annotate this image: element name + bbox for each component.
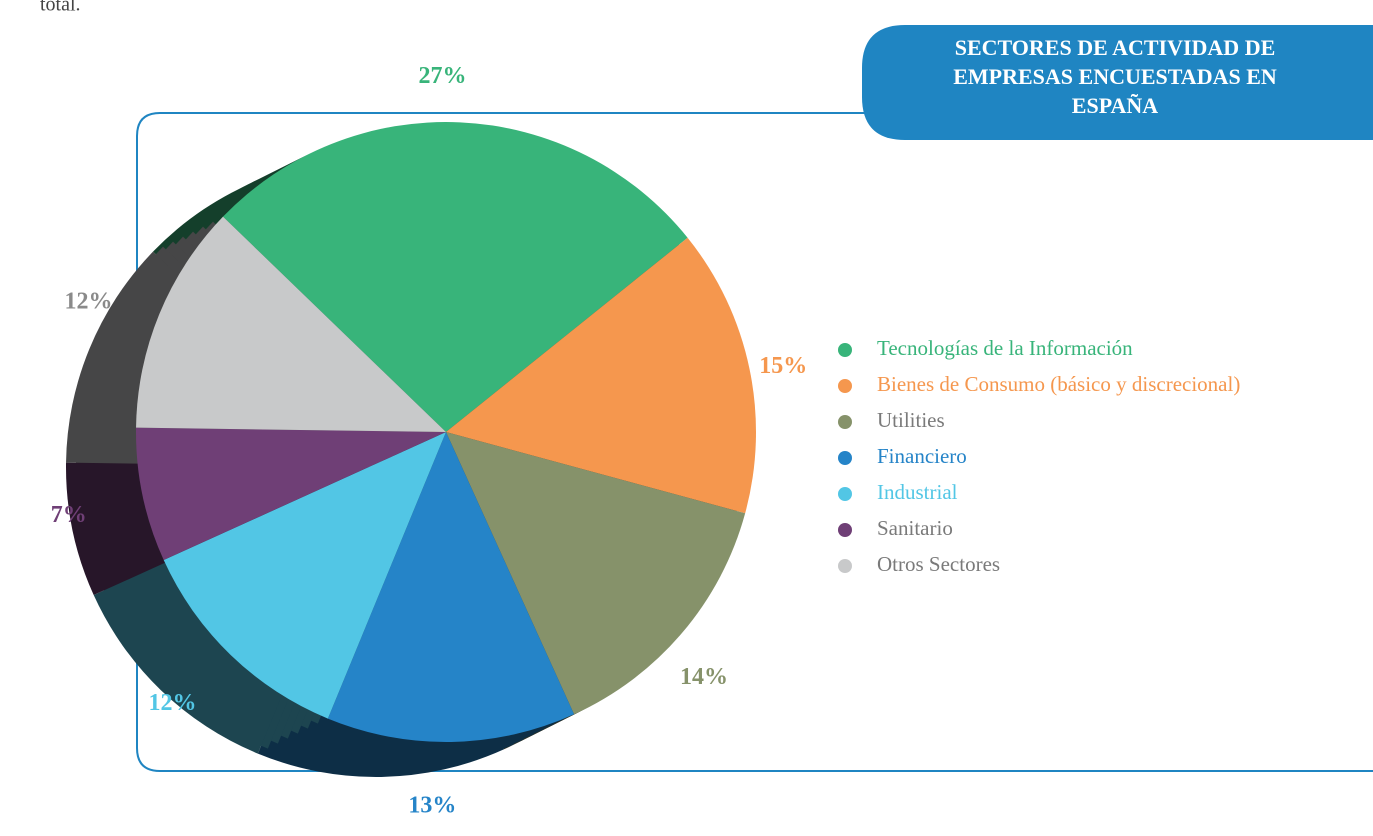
slice bbox=[446, 432, 746, 715]
text-fragment: total. bbox=[40, 0, 81, 16]
legend-label: Bienes de Consumo (básico y discrecional… bbox=[877, 372, 1240, 396]
title-box bbox=[862, 25, 1373, 140]
legend-label: Sanitario bbox=[877, 516, 953, 540]
data-label: 14% bbox=[680, 664, 728, 690]
slice bbox=[327, 432, 575, 742]
legend-dot bbox=[838, 559, 852, 573]
slice bbox=[136, 216, 446, 432]
data-label: 12% bbox=[65, 288, 113, 314]
pie bbox=[136, 122, 756, 742]
legend-label: Otros Sectores bbox=[877, 552, 1000, 576]
slice bbox=[136, 427, 446, 561]
slice bbox=[223, 122, 688, 432]
title-line: EMPRESAS ENCUESTADAS EN bbox=[953, 64, 1277, 89]
title-line: ESPAÑA bbox=[1072, 93, 1158, 118]
legend-dot bbox=[838, 523, 852, 537]
data-label: 13% bbox=[408, 792, 456, 818]
data-label: 7% bbox=[51, 502, 87, 528]
legend-dot bbox=[838, 343, 852, 357]
legend-dot bbox=[838, 415, 852, 429]
slice bbox=[163, 432, 447, 719]
data-label: 15% bbox=[759, 353, 807, 379]
legend-label: Financiero bbox=[877, 444, 967, 468]
legend-label: Tecnologías de la Información bbox=[877, 336, 1133, 360]
slice bbox=[446, 237, 756, 514]
data-label: 12% bbox=[148, 690, 196, 716]
title-line: SECTORES DE ACTIVIDAD DE bbox=[955, 35, 1276, 60]
legend-dot bbox=[838, 487, 852, 501]
data-label: 27% bbox=[419, 63, 467, 89]
legend-dot bbox=[838, 379, 852, 393]
legend-label: Industrial bbox=[877, 480, 958, 504]
legend-label: Utilities bbox=[877, 408, 945, 432]
legend-dot bbox=[838, 451, 852, 465]
